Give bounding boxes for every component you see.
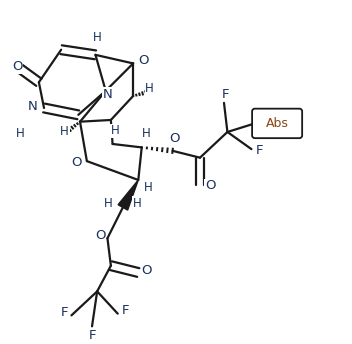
- Text: H: H: [142, 127, 150, 140]
- Text: H: H: [93, 31, 101, 44]
- Polygon shape: [118, 180, 138, 210]
- FancyBboxPatch shape: [252, 109, 302, 138]
- Text: H: H: [16, 127, 25, 140]
- Text: O: O: [95, 229, 106, 242]
- Text: O: O: [142, 264, 152, 277]
- Text: H: H: [144, 181, 153, 194]
- Text: F: F: [88, 330, 96, 342]
- Text: F: F: [222, 88, 230, 101]
- Text: H: H: [133, 197, 142, 210]
- Text: H: H: [60, 125, 69, 138]
- Text: N: N: [28, 100, 38, 113]
- Text: O: O: [71, 156, 82, 169]
- Text: F: F: [256, 144, 264, 157]
- Text: O: O: [138, 54, 149, 67]
- Text: F: F: [121, 304, 129, 318]
- Text: O: O: [169, 132, 180, 145]
- Text: H: H: [111, 125, 120, 138]
- Text: H: H: [104, 197, 113, 210]
- Text: H: H: [145, 82, 154, 95]
- Text: O: O: [205, 179, 215, 192]
- Text: N: N: [102, 88, 112, 101]
- Text: Abs: Abs: [266, 117, 289, 130]
- Text: F: F: [61, 306, 68, 319]
- Text: O: O: [12, 60, 23, 73]
